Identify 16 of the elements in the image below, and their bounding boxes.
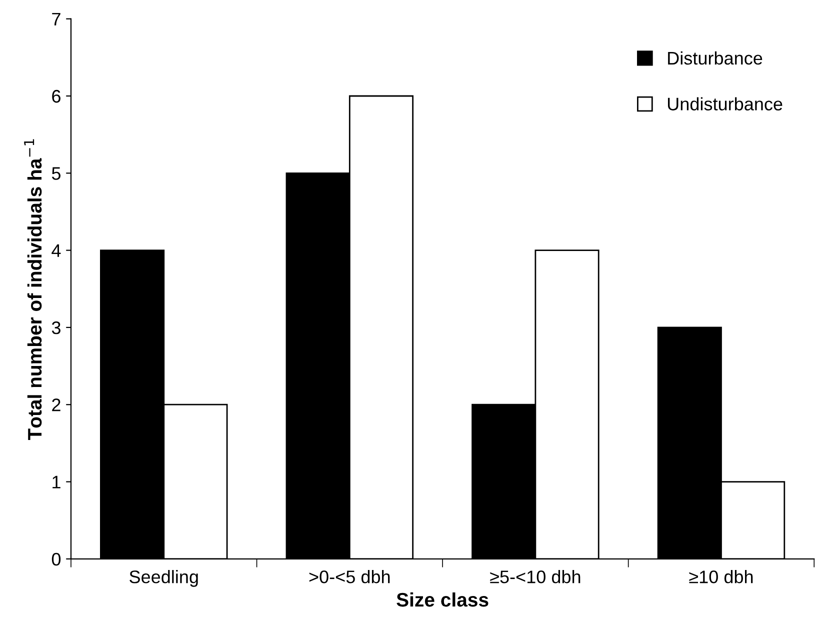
- y-tick-label: 6: [52, 90, 60, 103]
- y-tick-label: 3: [52, 321, 60, 334]
- legend-label: Undisturbance: [668, 97, 782, 110]
- x-axis-title: Size class: [396, 592, 488, 607]
- y-tick-label: 2: [52, 398, 60, 412]
- y-tick-label: 4: [52, 244, 61, 257]
- y-axis-title: Total number of individuals ha$^{−1}$: [24, 139, 42, 440]
- x-tick-label: Seedling: [130, 570, 198, 587]
- x-tick-label: ≥5-<10 dbh: [490, 570, 580, 584]
- x-tick-label: ≥10 dbh: [689, 570, 753, 584]
- y-tick-label: 7: [52, 12, 60, 26]
- x-tick-label: >0-<5 dbh: [309, 570, 390, 584]
- legend-label: Disturbance: [668, 51, 762, 65]
- y-tick-label: 1: [52, 476, 60, 488]
- y-tick-label: 5: [52, 167, 60, 180]
- y-tick-label: 0: [52, 552, 61, 566]
